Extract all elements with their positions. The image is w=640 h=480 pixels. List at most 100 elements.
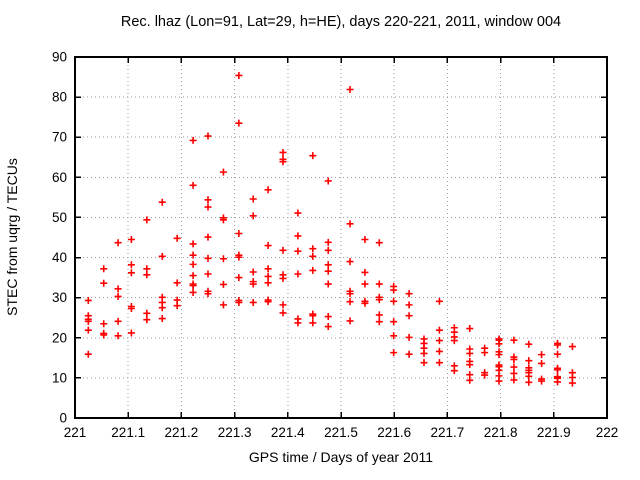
data-point-marker [309,312,317,320]
data-point-marker [435,337,443,345]
data-point-marker [189,251,197,259]
data-point-marker [279,158,287,166]
data-point-marker [346,258,354,266]
axis-ticks [74,56,608,419]
data-point-marker [219,168,227,176]
data-point-marker [114,285,122,293]
x-tick-label: 221.4 [271,425,305,440]
data-point-marker [84,296,92,304]
data-point-marker [204,196,212,204]
data-point-marker [127,304,135,312]
data-point-marker [189,260,197,268]
data-point-marker [346,298,354,306]
data-point-marker [279,274,287,282]
data-point-marker [249,268,257,276]
y-tick-label: 80 [52,90,67,105]
data-point-marker [235,274,243,282]
data-point-marker [294,232,302,240]
x-tick-label: 221.9 [537,425,571,440]
data-point-marker [450,337,458,345]
data-point-marker [279,301,287,309]
data-point-marker [189,272,197,280]
data-point-marker [405,350,413,358]
x-tick-label: 221.1 [111,425,145,440]
data-point-marker [435,326,443,334]
data-point-marker [294,270,302,278]
y-tick-label: 0 [59,411,67,426]
data-point-marker [525,357,533,365]
chart-title: Rec. lhaz (Lon=91, Lat=29, h=HE), days 2… [121,14,561,30]
data-point-marker [309,319,317,327]
data-point-marker [204,254,212,262]
data-point-marker [375,311,383,319]
data-point-marker [405,312,413,320]
data-point-marker [189,136,197,144]
data-point-marker [264,272,272,280]
data-point-marker [114,239,122,247]
data-point-marker [173,279,181,287]
data-point-marker [309,245,317,253]
data-point-marker [420,349,428,357]
y-tick-label: 90 [52,50,67,65]
data-point-marker [346,317,354,325]
data-point-marker [143,316,151,324]
data-point-marker [189,282,197,290]
data-point-marker [435,347,443,355]
y-tick-label: 30 [52,290,67,305]
data-point-marker [204,132,212,140]
data-point-marker [466,376,474,384]
data-point-marker [390,318,398,326]
data-point-marker [346,290,354,298]
data-point-marker [361,280,369,288]
data-point-marker [525,378,533,386]
data-point-marker [554,366,562,374]
data-point-marker [554,378,562,386]
data-point-marker [538,377,546,385]
data-point-marker [466,349,474,357]
data-point-marker [510,376,518,384]
x-tick-label: 221.8 [484,425,518,440]
data-point-marker [100,279,108,287]
data-point-marker [84,326,92,334]
data-point-marker [100,265,108,273]
data-point-marker [114,317,122,325]
data-point-marker [309,266,317,274]
data-point-marker [204,233,212,241]
x-tick-label: 222 [596,425,619,440]
data-point-marker [235,253,243,261]
data-point-marker [375,280,383,288]
data-point-marker [189,181,197,189]
data-point-marker [466,361,474,369]
data-point-marker [158,252,166,260]
data-point-marker [158,315,166,323]
data-point-marker [324,261,332,269]
data-point-marker [554,341,562,349]
y-tick-label: 50 [52,210,67,225]
data-point-marker [189,240,197,248]
data-point-marker [279,148,287,156]
x-tick-label: 221.6 [377,425,411,440]
x-tick-label: 221.3 [218,425,252,440]
y-tick-label: 40 [52,250,67,265]
y-axis-label: STEC from uqrg / TECUs [4,158,20,316]
data-point-marker [264,186,272,194]
data-point-marker [324,177,332,185]
y-tick-label: 70 [52,130,67,145]
data-point-marker [204,203,212,211]
data-point-marker [495,340,503,348]
data-point-marker [481,371,489,379]
data-point-marker [538,359,546,367]
data-point-marker [219,255,227,263]
data-point-marker [143,216,151,224]
data-point-marker [249,298,257,306]
data-point-marker [495,351,503,359]
data-point-marker [158,304,166,312]
data-point-marker [294,319,302,327]
data-point-marker [361,236,369,244]
data-point-marker [309,252,317,260]
data-point-marker [510,369,518,377]
y-tick-label: 10 [52,370,67,385]
data-point-marker [143,309,151,317]
